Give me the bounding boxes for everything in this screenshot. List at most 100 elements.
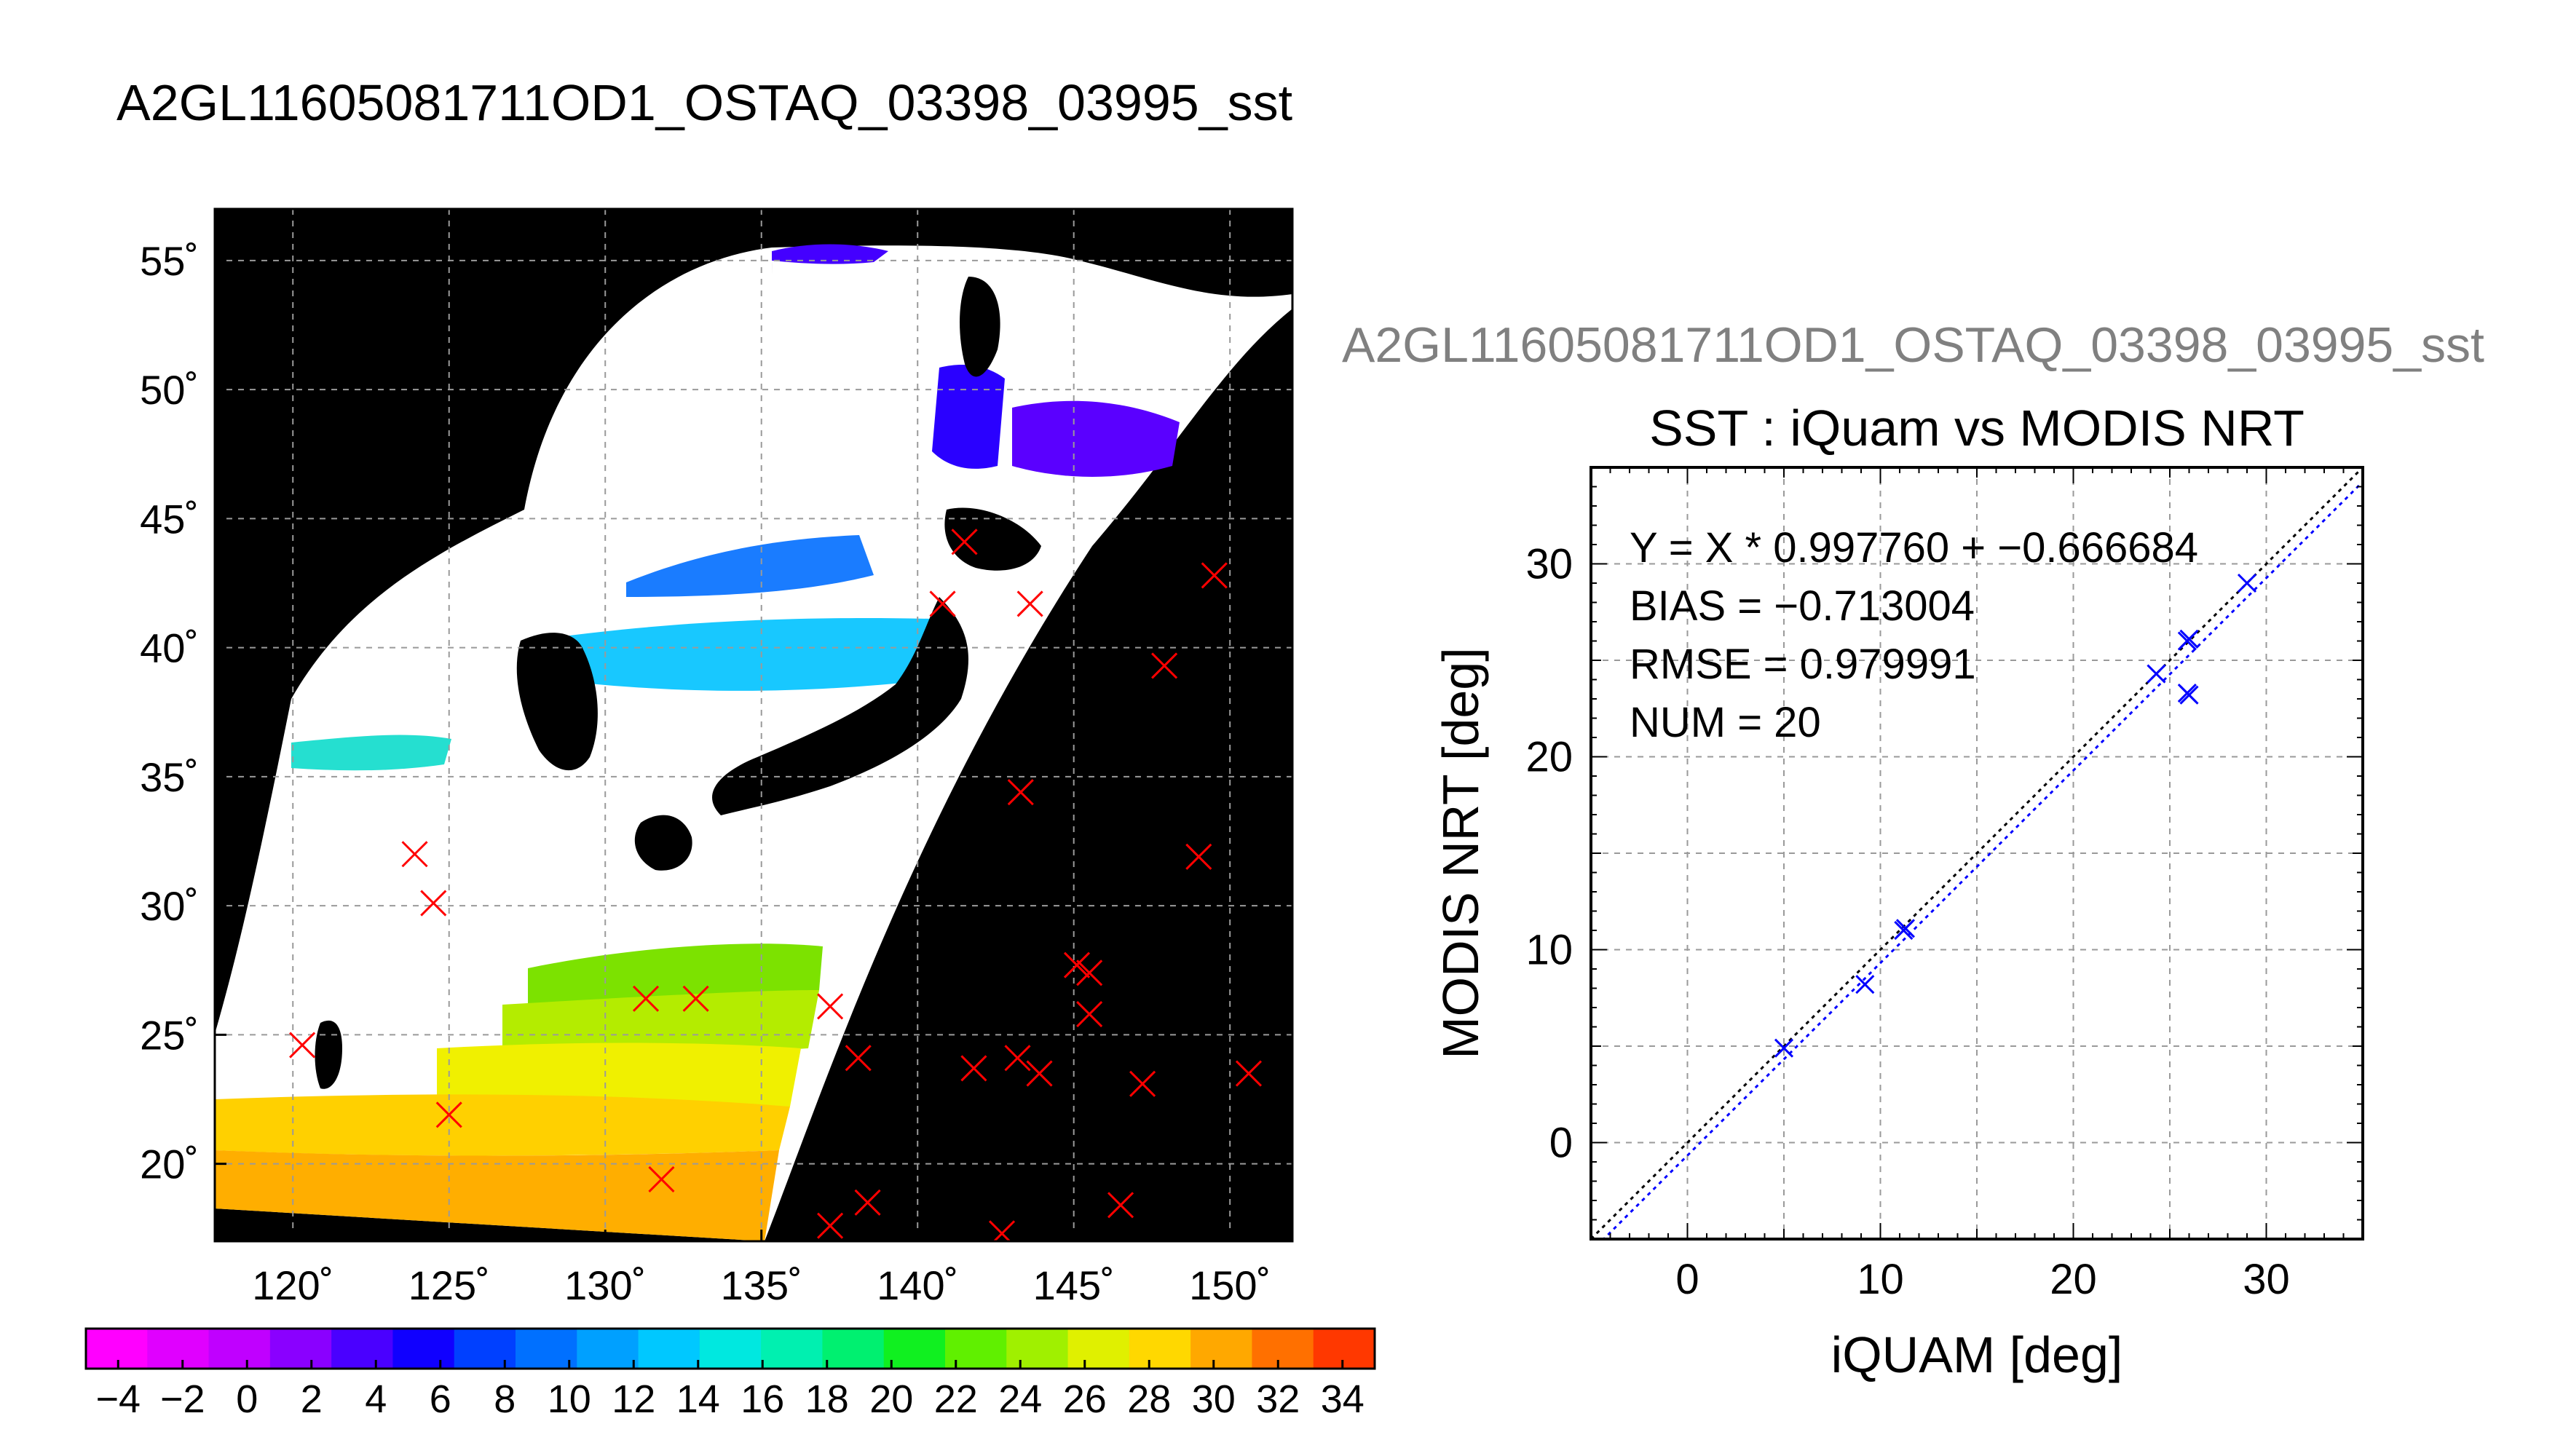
scatter-point (2237, 573, 2257, 593)
identity-line (1591, 467, 2363, 1239)
map-y-tick-label: 30˚ (140, 883, 199, 929)
land-korea (516, 633, 598, 771)
match-point (632, 985, 660, 1012)
scatter-point (1774, 1038, 1794, 1058)
colorbar-segment (1006, 1329, 1069, 1369)
colorbar-tick-label: 24 (998, 1377, 1042, 1421)
scatter-points (1774, 573, 2257, 1058)
match-point (1185, 843, 1212, 870)
land-kyushu (634, 815, 692, 871)
colorbar-segment (147, 1329, 210, 1369)
sst-band-indigo (772, 244, 888, 264)
map-axes: 120˚ 125˚ 130˚ 135˚ 140˚ 145˚ 150˚ 20˚ 25˚ 30˚ 35˚… (140, 238, 1271, 1308)
map-y-tick-label: 45˚ (140, 496, 199, 542)
scatter-y-tick-label: 30 (1525, 541, 1573, 588)
colorbar-tick-label: 10 (548, 1377, 591, 1421)
colorbar-tick-label: 34 (1321, 1377, 1365, 1421)
match-point (1063, 951, 1091, 978)
sst-band-lightblue (532, 618, 954, 691)
colorbar-segment (945, 1329, 1007, 1369)
map-y-tick-label: 55˚ (140, 238, 199, 284)
colorbar-tick-label: 28 (1127, 1377, 1171, 1421)
colorbar-tick-label: 18 (805, 1377, 849, 1421)
map-y-tick-label: 20˚ (140, 1142, 199, 1187)
colorbar-tick-label: 16 (741, 1377, 784, 1421)
match-point (682, 985, 709, 1012)
scatter-annotation: Y = X * 0.997760 + −0.666684 (1630, 524, 2198, 571)
scatter-y-tick-label: 10 (1525, 927, 1573, 974)
colorbar-tick-label: −2 (160, 1377, 205, 1421)
scatter-point (2179, 685, 2199, 705)
colorbar-tick-label: 4 (365, 1377, 387, 1421)
match-point (1007, 779, 1034, 806)
map-frame (213, 207, 1294, 1243)
scatter-title: SST : iQuam vs MODIS NRT (1649, 400, 2305, 456)
colorbar-segment (1313, 1329, 1375, 1369)
match-point (988, 1220, 1016, 1241)
colorbar-segment (1190, 1329, 1252, 1369)
match-point (401, 841, 428, 868)
match-point (420, 890, 447, 917)
scatter-panel: A2GL11605081711OD1_OSTAQ_03398_03995_sst… (1342, 317, 2484, 1383)
match-point (960, 1055, 987, 1082)
colorbar-segment (516, 1329, 577, 1369)
colorbar-segment (638, 1329, 700, 1369)
scatter-x-tick-label: 10 (1857, 1256, 1904, 1303)
map-y-tick-label: 40˚ (140, 625, 199, 671)
match-point (1076, 1000, 1103, 1028)
land-taiwan (315, 1020, 342, 1089)
colorbar-tick-label: 20 (869, 1377, 913, 1421)
match-point (951, 529, 978, 555)
colorbar-tick-label: 6 (430, 1377, 451, 1421)
map-panel: 120˚ 125˚ 130˚ 135˚ 140˚ 145˚ 150˚ 20˚ 25˚ 30˚ 35˚… (140, 207, 1294, 1308)
colorbar-tick-label: 26 (1063, 1377, 1107, 1421)
map-y-tick-label: 50˚ (140, 367, 199, 413)
map-gridlines (215, 209, 1292, 1241)
colorbar-segment (761, 1329, 823, 1369)
scatter-annotations: Y = X * 0.997760 + −0.666684 BIAS = −0.71… (1630, 524, 2198, 746)
colorbar-segment (1067, 1329, 1130, 1369)
map-x-tick-label: 125˚ (408, 1262, 490, 1308)
scatter-x-axis-label: iQUAM [deg] (1831, 1326, 2123, 1383)
map-y-tick-label: 25˚ (140, 1012, 199, 1058)
colorbar-tick-label: 32 (1256, 1377, 1300, 1421)
match-point (289, 1032, 316, 1059)
colorbar-tick-label: 0 (236, 1377, 258, 1421)
match-point (1235, 1060, 1263, 1087)
land-sakhalin (960, 277, 1000, 377)
scatter-point (1855, 975, 1875, 994)
sst-band-orange (215, 1150, 779, 1241)
scatter-annotation: NUM = 20 (1630, 699, 1821, 746)
colorbar-segment (208, 1329, 271, 1369)
scatter-y-tick-label: 0 (1549, 1120, 1573, 1167)
scatter-point (2147, 664, 2166, 684)
map-x-tick-label: 140˚ (877, 1262, 958, 1308)
colorbar-tick-label: 8 (494, 1377, 516, 1421)
map-x-tick-label: 130˚ (564, 1262, 646, 1308)
colorbar-segment (699, 1329, 762, 1369)
scatter-x-tick-label: 30 (2243, 1256, 2290, 1303)
sst-band-cyan (291, 735, 451, 771)
colorbar-segment (392, 1329, 455, 1369)
sst-band-gold (215, 1094, 790, 1156)
colorbar-tick-label: 22 (934, 1377, 978, 1421)
west-coverage (215, 248, 772, 1034)
colorbar-tick-label: 30 (1192, 1377, 1236, 1421)
match-point (1107, 1192, 1134, 1219)
match-point (1026, 1060, 1053, 1087)
colorbar-segment (577, 1329, 639, 1369)
regression-line (1602, 480, 2363, 1239)
map-x-tick-label: 120˚ (252, 1262, 333, 1308)
colorbar-segment (269, 1329, 332, 1369)
colorbar-segment (454, 1329, 516, 1369)
map-x-tick-label: 150˚ (1189, 1262, 1271, 1308)
scatter-point (1895, 919, 1916, 938)
map-x-tick-label: 135˚ (721, 1262, 802, 1308)
match-points (289, 529, 1263, 1241)
match-point (1016, 590, 1043, 617)
match-point (1201, 562, 1228, 589)
match-point (817, 993, 844, 1020)
scatter-x-tick-label: 20 (2050, 1256, 2097, 1303)
colorbar-tick-label: −4 (95, 1377, 141, 1421)
match-point (1151, 652, 1178, 679)
